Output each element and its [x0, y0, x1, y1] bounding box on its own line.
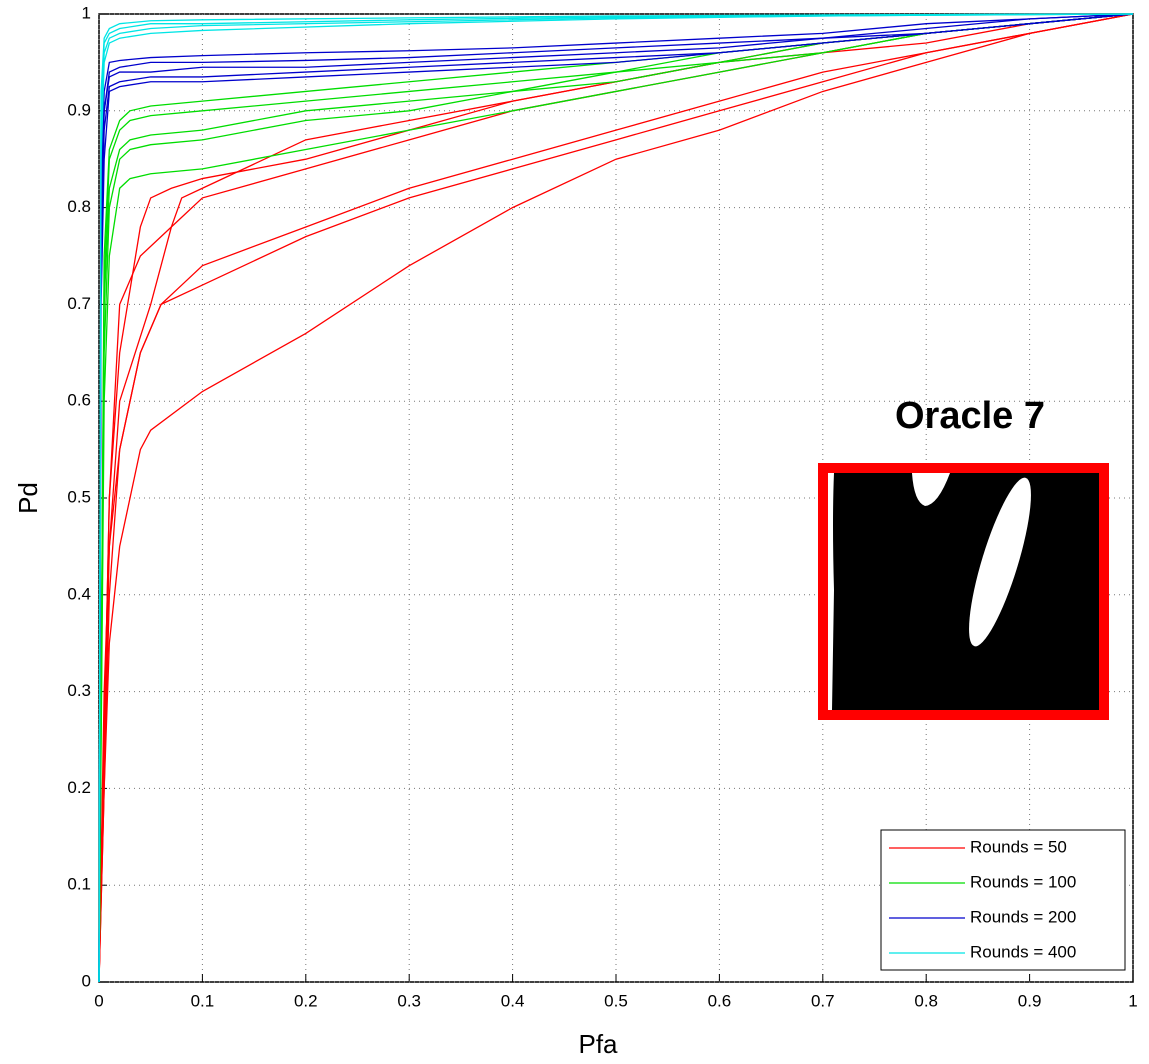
y-tick-label: 0.4	[67, 584, 91, 603]
legend-label: Rounds = 400	[970, 942, 1076, 961]
x-tick-label: 0.4	[501, 991, 525, 1010]
x-tick-label: 0.6	[708, 991, 732, 1010]
x-tick-label: 1	[1128, 991, 1137, 1010]
y-tick-label: 0.8	[67, 197, 91, 216]
roc-curve	[98, 13, 1134, 983]
legend: Rounds = 50 Rounds = 100 Rounds = 200 Round…	[880, 829, 1126, 971]
lines	[98, 13, 1134, 983]
y-tick-label: 0.1	[67, 875, 91, 894]
inset-title: Oracle 7	[895, 395, 1045, 437]
inset-blob	[828, 473, 834, 710]
inset-frame	[818, 463, 1109, 720]
roc-curve	[98, 13, 1134, 983]
y-tick-label: 0	[82, 971, 91, 990]
y-tick-label: 0.2	[67, 778, 91, 797]
roc-curve	[98, 13, 1134, 983]
x-tick-label: 0.7	[811, 991, 835, 1010]
roc-curve	[98, 13, 1134, 983]
legend-label: Rounds = 100	[970, 872, 1076, 891]
x-tick-label: 0.1	[191, 991, 215, 1010]
legend-label: Rounds = 200	[970, 907, 1076, 926]
y-tick-label: 0.9	[67, 100, 91, 119]
y-tick-label: 0.5	[67, 487, 91, 506]
inset-blob	[969, 477, 1031, 647]
roc-curve	[98, 13, 1134, 983]
roc-curve	[98, 13, 1134, 983]
inset-image	[818, 463, 1109, 720]
y-tick-label: 0.3	[67, 681, 91, 700]
legend-label: Rounds = 50	[970, 837, 1067, 856]
x-axis-label: Pfa	[578, 1029, 618, 1059]
y-tick-label: 0.7	[67, 294, 91, 313]
y-tick-label: 1	[82, 3, 91, 22]
roc-curve	[98, 13, 1134, 983]
x-tick-label: 0.5	[604, 991, 628, 1010]
x-tick-label: 0.9	[1018, 991, 1042, 1010]
roc-curve	[98, 13, 1134, 983]
x-tick-label: 0.3	[397, 991, 421, 1010]
inset-blob	[912, 473, 950, 506]
roc-curve	[98, 13, 1134, 983]
y-axis-label: Pd	[13, 482, 43, 514]
x-tick-label: 0.2	[294, 991, 318, 1010]
x-tick-label: 0.8	[914, 991, 938, 1010]
legend-box	[880, 829, 1126, 971]
y-tick-label: 0.6	[67, 391, 91, 410]
x-tick-label: 0	[94, 991, 103, 1010]
